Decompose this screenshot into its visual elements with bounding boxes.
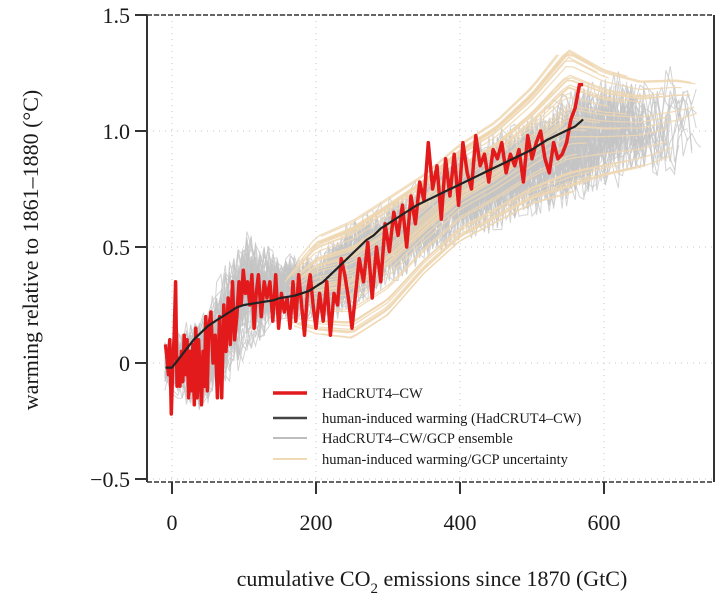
uncertainty-line-43 [319,146,673,324]
y-tick-label-1: 0 [119,351,130,376]
y-tick-label-2: 0.5 [103,235,131,260]
x-axis-label-post: emissions since 1870 (GtC) [378,566,627,591]
legend-label-uncertainty: human-induced warming/GCP uncertainty [322,452,569,468]
uncertainty-line-13 [291,142,588,307]
legend-label-human-induced: human-induced warming (HadCRUT4–CW) [322,411,582,427]
uncertainty-line-31 [319,164,644,332]
uncertainty-line-38 [292,65,682,277]
uncertainty-line-27 [320,54,560,237]
series-hadcrut4-line [163,82,584,416]
uncertainty-band [284,49,698,339]
x-axis-label-sub: 2 [370,581,378,597]
x-axis-label: cumulative CO2 emissions since 1870 (GtC… [237,566,628,597]
uncertainty-line-26 [293,135,553,300]
x-axis-label-pre: cumulative CO [237,566,371,591]
series-human-induced-line [165,118,584,369]
x-tick-label-1: 200 [300,510,333,535]
y-tick-label-0: −0.5 [90,467,130,492]
y-ticks: −0.5 0 0.5 1.0 1.5 [90,3,147,492]
uncertainty-line-41 [306,128,667,301]
x-ticks: 0 200 400 600 [167,482,621,535]
ensemble-band [164,66,701,410]
legend-label-ensemble: HadCRUT4–CW/GCP ensemble [322,431,513,447]
uncertainty-line-36 [293,190,575,339]
uncertainty-line-39 [311,118,600,289]
series-lines [163,82,584,416]
ensemble-line-56 [164,120,645,405]
y-axis-label: warming relative to 1861–1880 (°C) [18,90,43,410]
uncertainty-line-15 [315,164,619,327]
y-tick-label-4: 1.5 [103,3,131,28]
uncertainty-line-21 [298,174,594,331]
uncertainty-line-23 [296,155,672,334]
legend: HadCRUT4–CW human-induced warming (HadCR… [273,386,582,468]
uncertainty-line-11 [300,91,554,274]
x-tick-label-0: 0 [167,510,178,535]
uncertainty-line-44 [286,54,569,279]
y-tick-label-3: 1.0 [103,119,131,144]
ensemble-line-55 [164,87,667,372]
x-tick-label-2: 400 [444,510,477,535]
legend-label-hadcrut4: HadCRUT4–CW [322,386,423,402]
x-tick-label-3: 600 [588,510,621,535]
